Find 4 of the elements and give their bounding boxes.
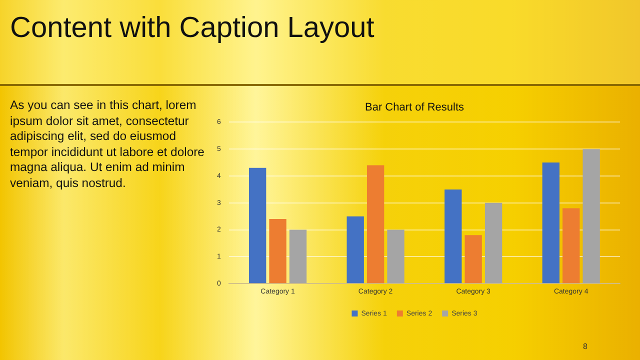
chart-subtitle: Bar Chart of Results [364,102,465,114]
text: 8 [583,342,588,351]
chart-title: Content with Caption Layout [10,12,374,45]
text: As you can see in this chart, lorem ipsum dolor sit amet, consectetur adipiscing elit, sed do eiusmod tempor incididunt ut labore et dolore magna aliqua. Ut enim ad minim veniam, quis nostrud. [10,98,206,191]
